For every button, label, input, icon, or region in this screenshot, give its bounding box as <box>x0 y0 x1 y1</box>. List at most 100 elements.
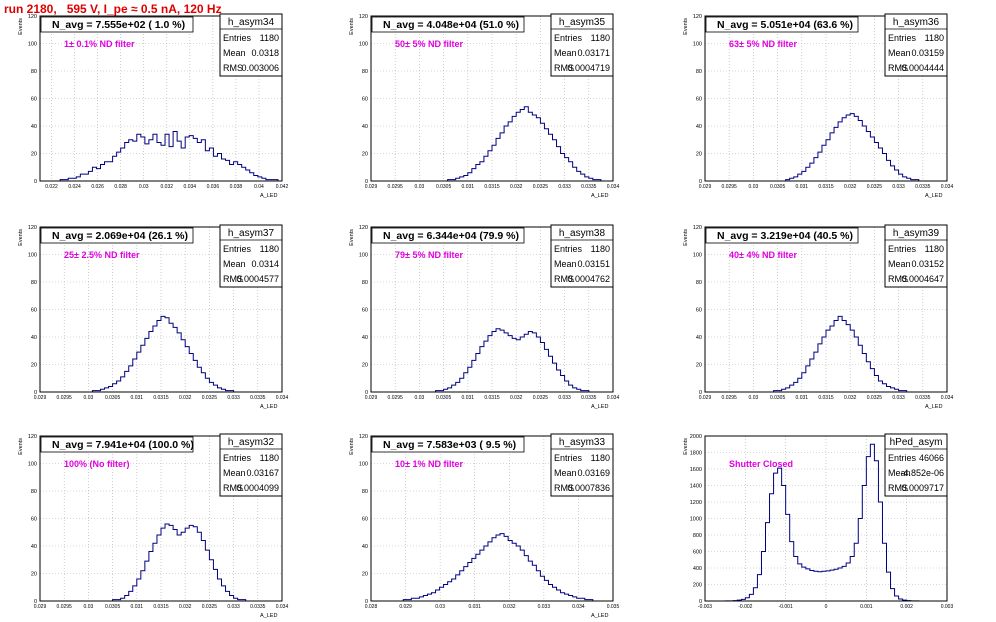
plot-frame <box>370 15 614 182</box>
stat-value: 0.0004099 <box>236 483 279 493</box>
y-tick-label: 40 <box>362 335 368 341</box>
stat-label: RMS <box>554 274 574 284</box>
stat-value: 0.0007836 <box>567 483 610 493</box>
x-tick-label: 0.031 <box>468 604 481 610</box>
x-tick-label: 0.031 <box>462 184 475 190</box>
x-tick-label: 0.032 <box>179 395 192 401</box>
y-axis-title: Events <box>683 438 689 455</box>
plot-frame <box>370 435 614 602</box>
histogram-line <box>40 131 282 182</box>
x-tick-label: 0.0315 <box>484 395 500 401</box>
headline-text: N_avg = 3.219e+04 (40.5 %) <box>717 230 853 242</box>
x-tick-label: 0.033 <box>227 395 240 401</box>
y-tick-label: 1000 <box>690 517 702 523</box>
plot-frame <box>39 435 283 602</box>
x-axis-title: A_LED <box>260 193 277 199</box>
y-tick-label: 100 <box>28 253 37 259</box>
y-tick-label: 40 <box>362 124 368 130</box>
x-tick-label: 0.034 <box>941 184 954 190</box>
x-tick-label: 0.032 <box>510 395 523 401</box>
stats-box <box>550 13 614 77</box>
headline-text: N_avg = 7.555e+02 ( 1.0 %) <box>52 19 185 31</box>
x-axis-title: A_LED <box>591 613 608 619</box>
y-tick-label: 60 <box>362 517 368 523</box>
histogram-name: h_asym32 <box>228 437 275 448</box>
y-tick-label: 0 <box>699 599 702 605</box>
y-tick-label: 60 <box>31 97 37 103</box>
histogram-name: h_asym35 <box>559 17 606 28</box>
x-tick-label: 0.0295 <box>388 184 404 190</box>
y-tick-label: 0 <box>365 390 368 396</box>
stat-value: -4.852e-06 <box>900 468 944 478</box>
y-tick-label: 40 <box>362 544 368 550</box>
x-tick-label: 0.0315 <box>818 395 834 401</box>
y-axis-title: Events <box>683 18 689 35</box>
x-tick-label: 0.0315 <box>153 395 169 401</box>
headline-text: N_avg = 6.344e+04 (79.9 %) <box>383 230 519 242</box>
y-tick-label: 0 <box>34 599 37 605</box>
x-tick-label: 0 <box>825 604 828 610</box>
y-tick-label: 20 <box>696 152 702 158</box>
y-tick-label: 120 <box>359 434 368 440</box>
x-tick-label: 0.033 <box>227 604 240 610</box>
y-tick-label: 100 <box>693 42 702 48</box>
y-tick-label: 80 <box>31 489 37 495</box>
stat-value: 1180 <box>260 453 279 463</box>
y-tick-label: 60 <box>31 308 37 314</box>
x-tick-label: 0.029 <box>699 395 712 401</box>
stats-box <box>884 433 948 497</box>
x-tick-label: 0.022 <box>45 184 58 190</box>
filter-annotation: 25± 2.5% ND filter <box>64 250 140 260</box>
stat-value: 0.0314 <box>251 259 279 269</box>
y-tick-label: 200 <box>693 583 702 589</box>
y-tick-label: 80 <box>362 69 368 75</box>
x-axis-title: A_LED <box>925 193 942 199</box>
stat-value: 1180 <box>260 244 279 254</box>
filter-annotation: 10± 1% ND filter <box>395 459 463 469</box>
run-title: run 2180, 595 V, I_pe ≈ 0.5 nA, 120 Hz <box>4 2 222 16</box>
x-tick-label: 0.003 <box>941 604 954 610</box>
histogram-line <box>705 113 947 182</box>
stat-label: Mean <box>554 48 577 58</box>
stat-value: 0.0004647 <box>901 274 944 284</box>
y-tick-label: 1200 <box>690 500 702 506</box>
stat-label: RMS <box>223 274 243 284</box>
x-tick-label: 0.042 <box>276 184 289 190</box>
x-tick-label: 0.03 <box>84 604 94 610</box>
y-tick-label: 100 <box>28 462 37 468</box>
y-tick-label: 120 <box>28 434 37 440</box>
x-axis-title: A_LED <box>260 404 277 410</box>
x-tick-label: 0.028 <box>114 184 127 190</box>
panel-h_asym38: 0 20 40 60 80 100 120 0.029 0.0295 0.03 0.0305 0.03… <box>349 224 619 410</box>
y-tick-label: 40 <box>31 335 37 341</box>
x-tick-label: 0.031 <box>462 395 475 401</box>
y-tick-label: 120 <box>359 14 368 20</box>
headline-text: N_avg = 5.051e+04 (63.6 %) <box>717 19 853 31</box>
stats-box <box>219 224 283 288</box>
plot-frame <box>370 226 614 393</box>
y-tick-label: 100 <box>693 253 702 259</box>
x-tick-label: 0.002 <box>900 604 913 610</box>
y-tick-label: 40 <box>31 124 37 130</box>
y-axis-title: Events <box>18 229 24 246</box>
x-tick-label: 0.03 <box>749 184 759 190</box>
stat-label: RMS <box>888 63 908 73</box>
stat-label: Mean <box>554 259 577 269</box>
x-tick-label: 0.0295 <box>388 395 404 401</box>
stats-box <box>219 433 283 497</box>
y-tick-label: 40 <box>31 544 37 550</box>
stat-label: RMS <box>554 63 574 73</box>
headline-box <box>371 436 525 453</box>
x-tick-label: 0.0315 <box>818 184 834 190</box>
histogram-name: h_asym36 <box>893 17 940 28</box>
filter-annotation: 1± 0.1% ND filter <box>64 39 135 49</box>
y-tick-label: 80 <box>362 489 368 495</box>
histogram-name: h_asym33 <box>559 437 606 448</box>
stat-value: 0.03169 <box>577 468 610 478</box>
histogram-line <box>40 315 282 393</box>
x-tick-label: 0.0305 <box>105 395 121 401</box>
headline-text: N_avg = 2.069e+04 (26.1 %) <box>52 230 188 242</box>
stat-label: Mean <box>223 48 246 58</box>
x-tick-label: 0.03 <box>84 395 94 401</box>
